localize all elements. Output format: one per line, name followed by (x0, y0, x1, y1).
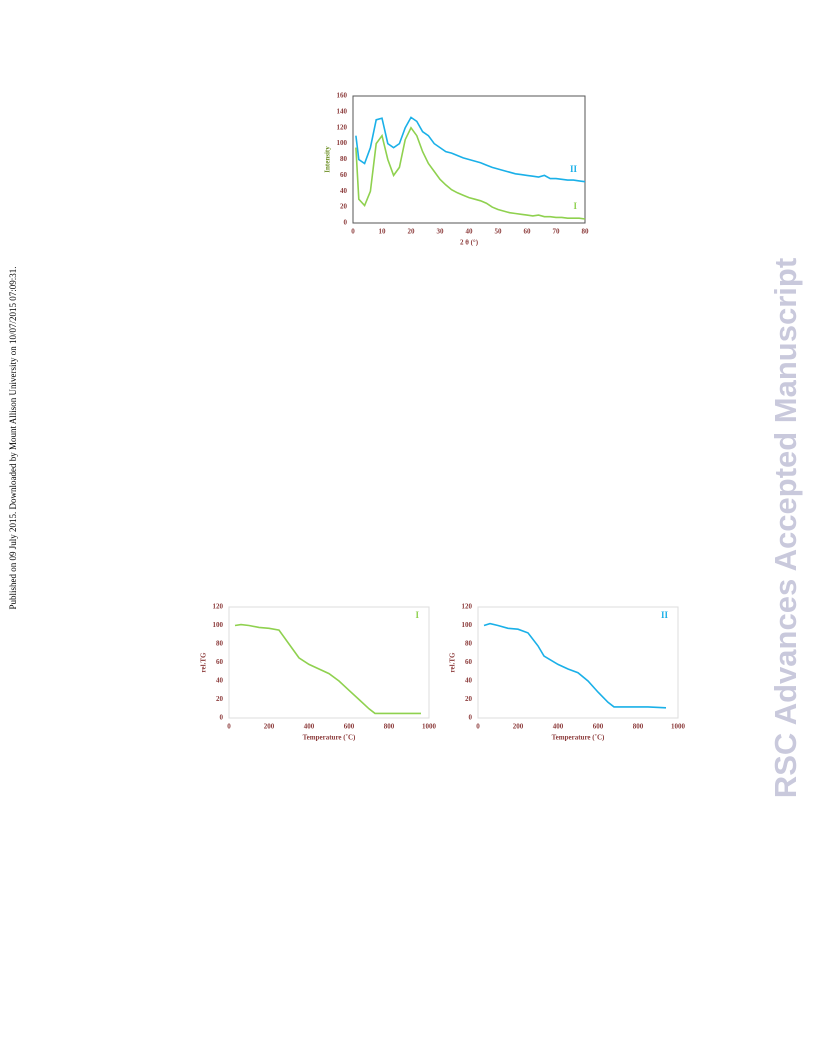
y-tick-label: 0 (220, 714, 224, 722)
y-tick-label: 20 (216, 695, 224, 703)
y-tick-label: 40 (465, 677, 473, 685)
y-tick-label: 100 (337, 139, 348, 147)
series-line (483, 622, 667, 709)
plot-frame (352, 95, 586, 224)
y-axis-label: rel.TG (200, 652, 208, 672)
y-tick-label: 120 (462, 603, 473, 611)
x-tick-label: 40 (466, 228, 474, 236)
y-tick-label: 120 (213, 603, 224, 611)
y-tick-label: 40 (216, 677, 224, 685)
x-axis-label: Temperature (˚C) (303, 734, 356, 742)
x-tick-label: 0 (476, 723, 480, 731)
x-tick-label: 80 (582, 228, 590, 236)
y-axis-label: rel.TG (449, 652, 457, 672)
x-tick-label: 70 (553, 228, 561, 236)
x-tick-label: 800 (633, 723, 644, 731)
series-line (234, 623, 421, 715)
journal-watermark: RSC Advances Accepted Manuscript (768, 258, 803, 798)
plot-frame (477, 606, 679, 719)
published-note: Published on 09 July 2015. Downloaded by… (8, 266, 18, 609)
y-tick-label: 100 (213, 621, 224, 629)
x-tick-label: 400 (553, 723, 564, 731)
y-tick-label: 20 (340, 203, 348, 211)
x-tick-label: 200 (513, 723, 524, 731)
y-tick-label: 40 (340, 187, 348, 195)
y-tick-label: 60 (340, 171, 348, 179)
plot-frame (228, 606, 430, 719)
y-tick-label: 160 (337, 92, 348, 100)
y-tick-label: 0 (469, 714, 473, 722)
x-axis-label: Temperature (˚C) (552, 734, 605, 742)
y-tick-label: 140 (337, 107, 348, 115)
x-tick-label: 20 (408, 228, 416, 236)
x-tick-label: 400 (304, 723, 315, 731)
x-tick-label: 10 (379, 228, 387, 236)
y-tick-label: 20 (465, 695, 473, 703)
x-tick-label: 60 (524, 228, 532, 236)
x-tick-label: 600 (593, 723, 604, 731)
x-tick-label: 0 (351, 228, 355, 236)
series-label: II (661, 610, 669, 620)
x-tick-label: 800 (384, 723, 395, 731)
series-line (355, 116, 586, 183)
y-tick-label: 100 (462, 621, 473, 629)
x-tick-label: 50 (495, 228, 503, 236)
x-tick-label: 1000 (422, 723, 437, 731)
x-axis-label: 2 θ (°) (460, 239, 479, 247)
y-tick-label: 120 (337, 123, 348, 131)
series-label: I (573, 201, 577, 211)
series-label: I (415, 610, 419, 620)
x-tick-label: 600 (344, 723, 355, 731)
y-axis-label: Intensity (324, 146, 332, 173)
x-tick-label: 200 (264, 723, 275, 731)
series-label: II (570, 164, 578, 174)
x-tick-label: 1000 (671, 723, 686, 731)
y-tick-label: 80 (465, 640, 473, 648)
y-tick-label: 0 (344, 219, 348, 227)
y-tick-label: 80 (216, 640, 224, 648)
series-line (355, 126, 586, 220)
x-tick-label: 0 (227, 723, 231, 731)
x-tick-label: 30 (437, 228, 445, 236)
y-tick-label: 80 (340, 155, 348, 163)
y-tick-label: 60 (465, 658, 473, 666)
y-tick-label: 60 (216, 658, 224, 666)
